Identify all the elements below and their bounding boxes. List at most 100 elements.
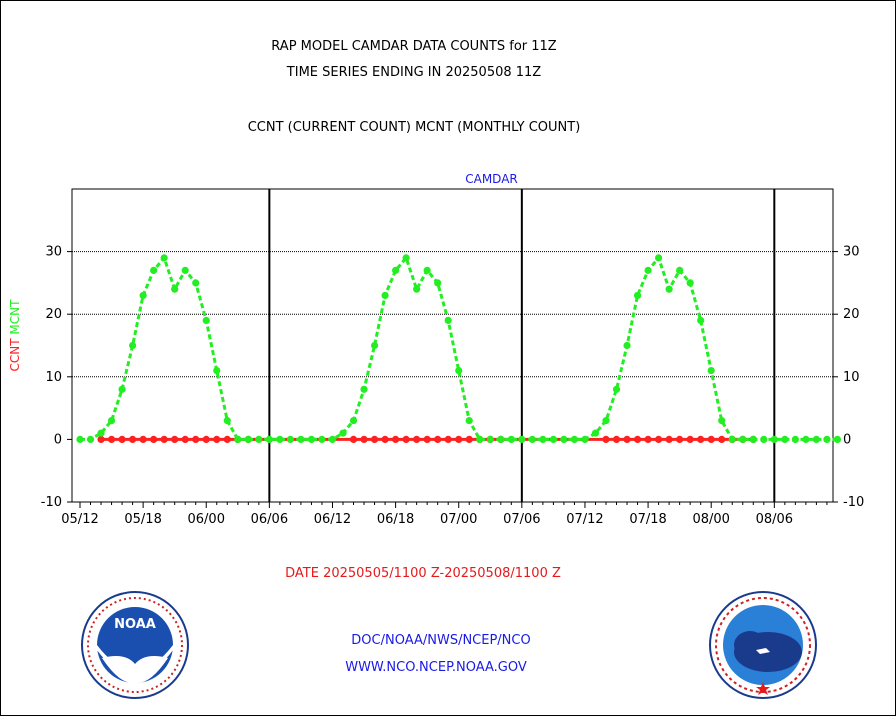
x-tick-label: 06/06 [251, 512, 288, 527]
data-point-ccnt [707, 435, 715, 443]
data-point-ccnt [223, 435, 231, 443]
x-tick-label: 07/06 [503, 512, 540, 527]
data-point-mcnt [602, 417, 610, 425]
data-point-ccnt [644, 435, 652, 443]
chart-subtitle: CCNT (CURRENT COUNT) MCNT (MONTHLY COUNT… [247, 120, 581, 135]
data-point-mcnt [718, 417, 726, 425]
data-point-ccnt [213, 435, 221, 443]
data-point-mcnt [86, 435, 95, 443]
data-point-ccnt [697, 435, 705, 443]
data-point-mcnt [150, 266, 158, 274]
data-point-ccnt [202, 435, 210, 443]
data-point-mcnt [234, 435, 242, 443]
data-point-mcnt [118, 385, 126, 393]
plot-area [71, 188, 834, 503]
data-point-ccnt [381, 435, 389, 443]
data-point-mcnt [318, 435, 326, 443]
noaa-logo: NOAA [81, 591, 189, 699]
data-point-ccnt [139, 435, 147, 443]
data-point-mcnt [307, 435, 316, 443]
data-point-mcnt [402, 254, 410, 262]
data-point-mcnt [223, 417, 231, 425]
x-tick-label: 07/12 [566, 512, 603, 527]
data-point-ccnt [160, 435, 168, 443]
data-point-ccnt [392, 435, 400, 443]
data-point-mcnt [381, 291, 389, 300]
nco-website-link[interactable]: WWW.NCO.NCEP.NOAA.GOV [345, 660, 527, 675]
data-point-mcnt [160, 254, 168, 262]
data-point-ccnt [434, 435, 442, 443]
y-tick-label-right: 10 [843, 370, 860, 385]
data-point-mcnt [539, 435, 547, 443]
y-tick-label-left: 30 [45, 245, 62, 260]
data-point-ccnt [676, 435, 684, 443]
data-point-ccnt [718, 435, 726, 443]
date-range: DATE 20250505/1100 Z-20250508/1100 Z [285, 566, 561, 581]
data-point-ccnt [602, 435, 610, 443]
x-tick-label: 08/06 [756, 512, 793, 527]
data-point-mcnt [213, 366, 221, 375]
y-tick-label-right: 0 [843, 432, 851, 447]
data-point-mcnt [728, 435, 736, 443]
data-point-mcnt [749, 435, 757, 443]
y-tick-label-left: -10 [41, 495, 62, 510]
data-point-mcnt [255, 435, 263, 443]
data-point-ccnt [118, 435, 126, 443]
data-point-mcnt [549, 435, 558, 443]
data-point-ccnt [686, 435, 694, 443]
data-point-mcnt [644, 266, 652, 274]
y-tick-label-left: 0 [54, 432, 62, 447]
noaa-logo-text: NOAA [114, 617, 156, 632]
data-point-mcnt [560, 435, 568, 443]
data-point-ccnt [360, 435, 368, 443]
data-point-mcnt [686, 279, 694, 287]
y-tick-label-right: -10 [843, 495, 864, 510]
data-point-mcnt [444, 316, 452, 325]
data-point-mcnt [76, 435, 84, 443]
x-tick-label: 07/00 [440, 512, 477, 527]
data-point-ccnt [150, 435, 158, 443]
data-point-mcnt [339, 429, 347, 437]
data-point-mcnt [297, 435, 305, 443]
data-point-mcnt [486, 435, 494, 443]
y-axis-label-mcnt: MCNT [8, 299, 22, 339]
data-point-mcnt [570, 435, 579, 443]
data-point-ccnt [129, 435, 137, 443]
doc-noaa-link[interactable]: DOC/NOAA/NWS/NCEP/NCO [351, 633, 531, 648]
y-tick-label-right: 20 [843, 307, 860, 322]
data-point-mcnt [623, 341, 631, 350]
data-point-mcnt [833, 435, 842, 443]
data-point-ccnt [423, 435, 431, 443]
chart-title-line1: RAP MODEL CAMDAR DATA COUNTS for 11Z [271, 39, 557, 54]
data-point-ccnt [181, 435, 189, 443]
data-point-ccnt [633, 435, 642, 443]
data-point-mcnt [676, 266, 684, 274]
data-point-mcnt [392, 266, 400, 274]
data-point-mcnt [476, 435, 484, 443]
data-point-mcnt [781, 435, 789, 443]
data-point-mcnt [286, 435, 294, 443]
data-point-mcnt [812, 435, 821, 443]
data-point-mcnt [497, 435, 505, 443]
data-point-ccnt [465, 435, 473, 443]
y-tick-label-left: 20 [45, 307, 62, 322]
data-point-mcnt [139, 291, 147, 300]
data-point-mcnt [760, 435, 768, 443]
data-point-ccnt [97, 435, 105, 443]
data-point-ccnt [455, 435, 463, 443]
y-tick-label-right: 30 [843, 245, 860, 260]
data-point-ccnt [370, 435, 379, 443]
data-point-ccnt [171, 435, 179, 443]
data-point-mcnt [802, 435, 810, 443]
data-point-ccnt [612, 435, 621, 443]
x-tick-label: 06/12 [314, 512, 351, 527]
data-point-mcnt [171, 285, 179, 293]
data-point-ccnt [349, 435, 358, 443]
data-point-mcnt [192, 279, 200, 287]
data-point-mcnt [633, 291, 642, 300]
data-point-ccnt [444, 435, 452, 443]
data-point-mcnt [244, 435, 252, 443]
data-point-mcnt [507, 435, 515, 443]
data-point-ccnt [413, 435, 421, 443]
data-point-mcnt [202, 316, 210, 325]
